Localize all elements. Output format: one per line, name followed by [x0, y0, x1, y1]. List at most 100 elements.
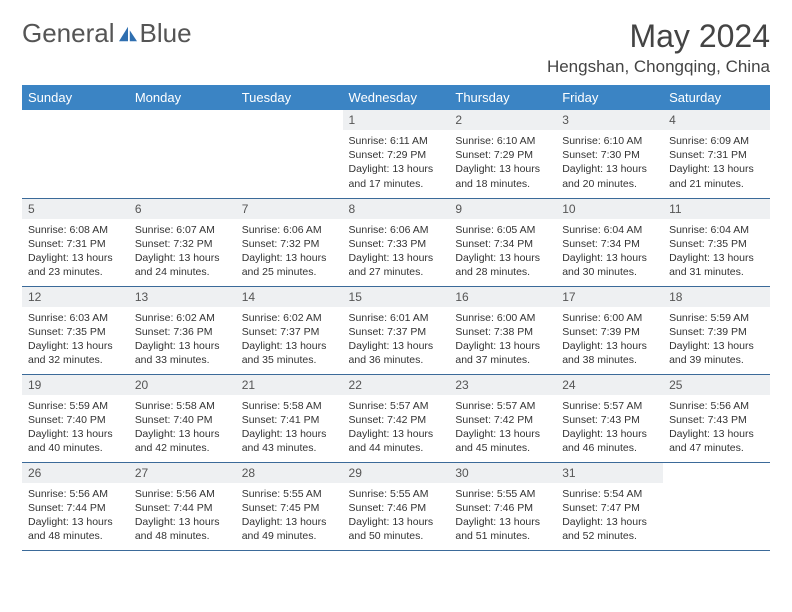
sunset-line: Sunset: 7:39 PM — [669, 325, 764, 339]
sunset-label: Sunset: — [669, 326, 705, 338]
sunset-value: 7:30 PM — [601, 149, 640, 161]
sunset-line: Sunset: 7:29 PM — [349, 148, 444, 162]
sunset-label: Sunset: — [455, 326, 491, 338]
calendar-week-row: 12Sunrise: 6:03 AMSunset: 7:35 PMDayligh… — [22, 286, 770, 374]
calendar-day-cell: 10Sunrise: 6:04 AMSunset: 7:34 PMDayligh… — [556, 198, 663, 286]
daylight-line: Daylight: 13 hours and 33 minutes. — [135, 339, 230, 367]
daylight-line: Daylight: 13 hours and 38 minutes. — [562, 339, 657, 367]
calendar-day-cell: 2Sunrise: 6:10 AMSunset: 7:29 PMDaylight… — [449, 110, 556, 198]
header: General Blue May 2024 Hengshan, Chongqin… — [22, 18, 770, 77]
calendar-day-cell: 26Sunrise: 5:56 AMSunset: 7:44 PMDayligh… — [22, 462, 129, 550]
calendar-day-cell: 6Sunrise: 6:07 AMSunset: 7:32 PMDaylight… — [129, 198, 236, 286]
weekday-header: Saturday — [663, 85, 770, 110]
calendar-day-cell: 8Sunrise: 6:06 AMSunset: 7:33 PMDaylight… — [343, 198, 450, 286]
sunset-line: Sunset: 7:45 PM — [242, 501, 337, 515]
sunset-value: 7:37 PM — [387, 326, 426, 338]
daylight-label: Daylight: — [562, 340, 603, 352]
sunset-label: Sunset: — [349, 238, 385, 250]
sunrise-label: Sunrise: — [135, 312, 174, 324]
day-number: 9 — [449, 199, 556, 219]
sunrise-label: Sunrise: — [669, 400, 708, 412]
day-number: 27 — [129, 463, 236, 483]
sunrise-label: Sunrise: — [135, 400, 174, 412]
sunset-label: Sunset: — [28, 502, 64, 514]
daylight-label: Daylight: — [669, 428, 710, 440]
sunset-label: Sunset: — [562, 149, 598, 161]
daylight-line: Daylight: 13 hours and 27 minutes. — [349, 251, 444, 279]
daylight-line: Daylight: 13 hours and 45 minutes. — [455, 427, 550, 455]
calendar-day-cell: 1Sunrise: 6:11 AMSunset: 7:29 PMDaylight… — [343, 110, 450, 198]
day-details: Sunrise: 5:56 AMSunset: 7:43 PMDaylight:… — [663, 395, 770, 462]
day-details: Sunrise: 6:06 AMSunset: 7:32 PMDaylight:… — [236, 219, 343, 286]
sunset-value: 7:46 PM — [387, 502, 426, 514]
sunset-value: 7:35 PM — [67, 326, 106, 338]
day-number: 25 — [663, 375, 770, 395]
sunset-value: 7:40 PM — [67, 414, 106, 426]
sunset-label: Sunset: — [562, 238, 598, 250]
daylight-label: Daylight: — [562, 163, 603, 175]
weekday-header: Friday — [556, 85, 663, 110]
sunset-label: Sunset: — [242, 326, 278, 338]
sunset-value: 7:42 PM — [387, 414, 426, 426]
sunrise-line: Sunrise: 5:55 AM — [349, 487, 444, 501]
day-details: Sunrise: 5:57 AMSunset: 7:42 PMDaylight:… — [343, 395, 450, 462]
daylight-line: Daylight: 13 hours and 50 minutes. — [349, 515, 444, 543]
day-number: 19 — [22, 375, 129, 395]
daylight-line: Daylight: 13 hours and 21 minutes. — [669, 162, 764, 190]
day-number: 24 — [556, 375, 663, 395]
sunrise-value: 6:05 AM — [497, 224, 536, 236]
sunset-value: 7:39 PM — [601, 326, 640, 338]
calendar-day-cell: 4Sunrise: 6:09 AMSunset: 7:31 PMDaylight… — [663, 110, 770, 198]
sunset-line: Sunset: 7:35 PM — [28, 325, 123, 339]
daylight-label: Daylight: — [349, 163, 390, 175]
sunrise-value: 5:55 AM — [497, 488, 536, 500]
day-details: Sunrise: 6:01 AMSunset: 7:37 PMDaylight:… — [343, 307, 450, 374]
daylight-line: Daylight: 13 hours and 23 minutes. — [28, 251, 123, 279]
sunrise-value: 6:02 AM — [176, 312, 215, 324]
sunset-line: Sunset: 7:39 PM — [562, 325, 657, 339]
calendar-day-cell: . — [129, 110, 236, 198]
day-details: Sunrise: 6:04 AMSunset: 7:35 PMDaylight:… — [663, 219, 770, 286]
day-number: 31 — [556, 463, 663, 483]
daylight-line: Daylight: 13 hours and 46 minutes. — [562, 427, 657, 455]
day-details: Sunrise: 5:55 AMSunset: 7:45 PMDaylight:… — [236, 483, 343, 550]
sunrise-line: Sunrise: 6:01 AM — [349, 311, 444, 325]
calendar-week-row: ...1Sunrise: 6:11 AMSunset: 7:29 PMDayli… — [22, 110, 770, 198]
day-number: 26 — [22, 463, 129, 483]
sunrise-value: 6:06 AM — [283, 224, 322, 236]
day-number: 21 — [236, 375, 343, 395]
sunrise-line: Sunrise: 5:55 AM — [242, 487, 337, 501]
sunset-line: Sunset: 7:44 PM — [28, 501, 123, 515]
daylight-line: Daylight: 13 hours and 28 minutes. — [455, 251, 550, 279]
sunrise-label: Sunrise: — [135, 224, 174, 236]
sunset-line: Sunset: 7:37 PM — [242, 325, 337, 339]
sunrise-label: Sunrise: — [562, 312, 601, 324]
calendar-day-cell: 16Sunrise: 6:00 AMSunset: 7:38 PMDayligh… — [449, 286, 556, 374]
day-number: 3 — [556, 110, 663, 130]
sunrise-value: 5:56 AM — [711, 400, 750, 412]
daylight-line: Daylight: 13 hours and 32 minutes. — [28, 339, 123, 367]
sunrise-line: Sunrise: 5:56 AM — [135, 487, 230, 501]
day-details: Sunrise: 5:56 AMSunset: 7:44 PMDaylight:… — [129, 483, 236, 550]
sunrise-line: Sunrise: 5:55 AM — [455, 487, 550, 501]
calendar-day-cell: 7Sunrise: 6:06 AMSunset: 7:32 PMDaylight… — [236, 198, 343, 286]
daylight-line: Daylight: 13 hours and 39 minutes. — [669, 339, 764, 367]
calendar-day-cell: 30Sunrise: 5:55 AMSunset: 7:46 PMDayligh… — [449, 462, 556, 550]
sunrise-label: Sunrise: — [349, 135, 388, 147]
sunrise-label: Sunrise: — [242, 400, 281, 412]
sunset-value: 7:34 PM — [494, 238, 533, 250]
sunrise-line: Sunrise: 5:54 AM — [562, 487, 657, 501]
calendar-day-cell: 13Sunrise: 6:02 AMSunset: 7:36 PMDayligh… — [129, 286, 236, 374]
sunrise-label: Sunrise: — [669, 224, 708, 236]
day-details: Sunrise: 5:59 AMSunset: 7:40 PMDaylight:… — [22, 395, 129, 462]
daylight-line: Daylight: 13 hours and 17 minutes. — [349, 162, 444, 190]
sunrise-label: Sunrise: — [242, 224, 281, 236]
calendar-day-cell: 19Sunrise: 5:59 AMSunset: 7:40 PMDayligh… — [22, 374, 129, 462]
calendar-week-row: 5Sunrise: 6:08 AMSunset: 7:31 PMDaylight… — [22, 198, 770, 286]
daylight-label: Daylight: — [135, 428, 176, 440]
calendar-day-cell: 20Sunrise: 5:58 AMSunset: 7:40 PMDayligh… — [129, 374, 236, 462]
day-number: 14 — [236, 287, 343, 307]
day-number: 6 — [129, 199, 236, 219]
sunset-line: Sunset: 7:46 PM — [349, 501, 444, 515]
sunset-label: Sunset: — [455, 238, 491, 250]
